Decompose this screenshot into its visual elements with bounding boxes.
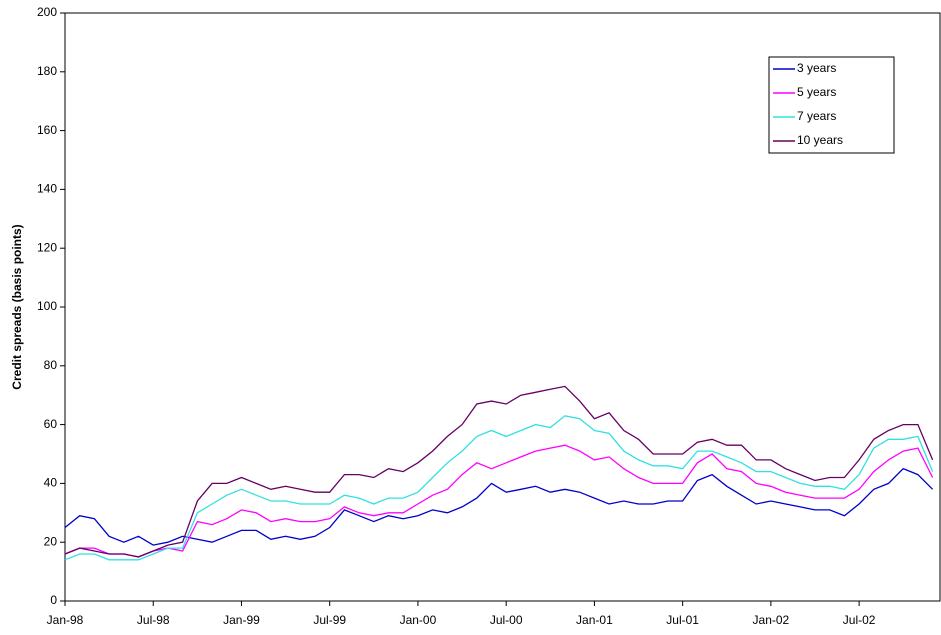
x-tick-label: Jul-98: [137, 613, 170, 627]
y-tick-label: 140: [37, 182, 57, 196]
y-tick-label: 100: [37, 299, 57, 313]
x-tick-label: Jan-00: [400, 613, 437, 627]
series-line: [64, 385, 934, 558]
x-tick-label: Jan-99: [223, 613, 260, 627]
series-line: [64, 467, 934, 546]
y-tick-label: 60: [44, 417, 58, 431]
y-tick-label: 0: [50, 593, 57, 607]
y-tick-label: 40: [44, 476, 58, 490]
legend-label: 7 years: [797, 109, 836, 123]
series-line: [64, 415, 934, 561]
x-tick-label: Jul-00: [490, 613, 523, 627]
y-tick-label: 200: [37, 5, 57, 19]
y-tick-label: 180: [37, 64, 57, 78]
x-tick-label: Jan-02: [753, 613, 790, 627]
legend-label: 3 years: [797, 61, 836, 75]
y-tick-label: 120: [37, 240, 57, 254]
x-tick-label: Jul-99: [313, 613, 346, 627]
y-axis-label: Credit spreads (basis points): [10, 224, 24, 389]
y-tick-label: 20: [44, 534, 58, 548]
legend-box: [768, 56, 895, 154]
y-tick-label: 80: [44, 358, 58, 372]
series-line: [64, 444, 934, 558]
x-tick-label: Jan-98: [47, 613, 84, 627]
x-tick-label: Jul-02: [843, 613, 876, 627]
x-tick-label: Jul-01: [666, 613, 699, 627]
y-tick-label: 160: [37, 123, 57, 137]
x-tick-label: Jan-01: [576, 613, 613, 627]
legend-label: 5 years: [797, 85, 836, 99]
legend-label: 10 years: [797, 133, 843, 147]
